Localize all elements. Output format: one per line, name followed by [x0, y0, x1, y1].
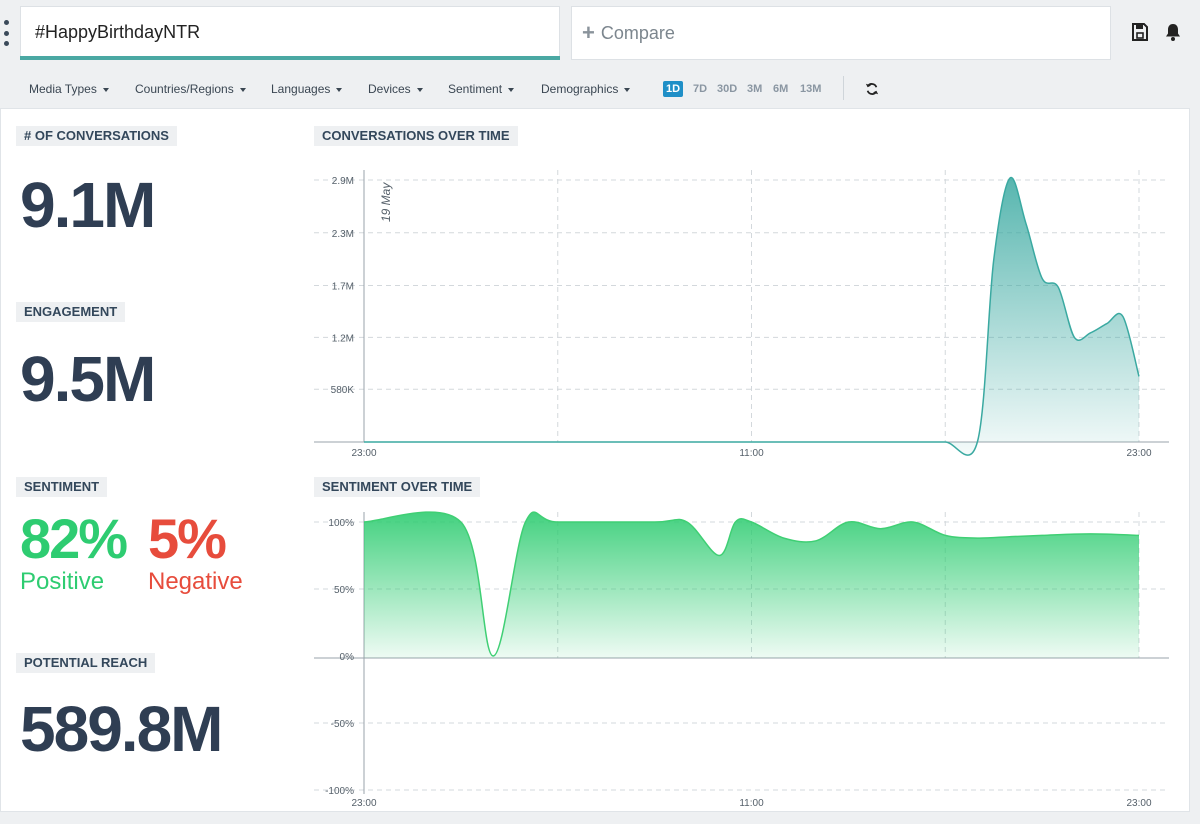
conversations-over-time-chart: 580K 1.2M 1.7M 2.3M 2.9M 23:00 11:00 23:00 19 M…: [314, 170, 1169, 459]
conversations-label: # OF CONVERSATIONS: [16, 126, 177, 146]
sentiment-area: [364, 512, 1139, 658]
compare-button[interactable]: + Compare: [571, 6, 1111, 60]
sentiment-label: SENTIMENT: [16, 477, 108, 497]
more-options-icon[interactable]: [4, 20, 10, 46]
conversations-area: [364, 177, 1139, 456]
bell-icon[interactable]: [1163, 22, 1183, 42]
y-tick-label: 1.2M: [332, 333, 354, 344]
filter-media-types[interactable]: Media Types: [29, 82, 109, 96]
refresh-icon[interactable]: [865, 82, 879, 96]
compare-label: Compare: [600, 22, 675, 43]
filter-countries-regions[interactable]: Countries/Regions: [135, 82, 246, 96]
save-icon[interactable]: [1130, 22, 1150, 42]
caret-down-icon: [508, 87, 515, 92]
caret-down-icon: [624, 87, 631, 92]
y-tick-label: 50%: [334, 585, 354, 596]
conversations-value: 9.1M: [20, 169, 156, 241]
search-input[interactable]: [21, 7, 559, 57]
range-3m[interactable]: 3M: [747, 83, 763, 95]
filter-languages[interactable]: Languages: [271, 82, 343, 96]
caret-down-icon: [239, 87, 246, 92]
sentiment-over-time-chart: 100%50%0%-50%-100%23:00 11:00 23:00: [314, 511, 1169, 809]
search-underline: [20, 56, 560, 60]
engagement-label: ENGAGEMENT: [16, 302, 126, 322]
y-tick-label: 0%: [340, 652, 355, 663]
y-tick-label: 2.9M: [332, 176, 354, 187]
filter-sentiment[interactable]: Sentiment: [448, 82, 515, 96]
positive-sentiment-label: Positive: [20, 568, 105, 595]
engagement-value: 9.5M: [20, 343, 156, 415]
range-7d[interactable]: 7D: [693, 83, 708, 95]
x-tick-label: 11:00: [739, 798, 764, 809]
plus-icon: +: [582, 20, 595, 45]
caret-down-icon: [102, 87, 109, 92]
toolbar-divider: [843, 76, 844, 100]
sentiment-chart-title: SENTIMENT OVER TIME: [314, 477, 481, 497]
range-13m[interactable]: 13M: [800, 83, 822, 95]
x-tick-label: 23:00: [1126, 798, 1151, 809]
y-tick-label: 100%: [328, 518, 354, 529]
filter-demographics[interactable]: Demographics: [541, 82, 631, 96]
x-tick-label: 23:00: [351, 798, 376, 809]
caret-down-icon: [416, 87, 423, 92]
y-tick-label: 2.3M: [332, 229, 354, 240]
range-6m[interactable]: 6M: [773, 83, 789, 95]
sentiment-line: [363, 511, 1140, 657]
negative-sentiment-value: 5%: [148, 507, 227, 570]
reach-value: 589.8M: [20, 693, 223, 765]
filter-bar: Media Types Countries/Regions Languages …: [0, 68, 1200, 108]
conversations-chart-title: CONVERSATIONS OVER TIME: [314, 126, 518, 146]
dashboard-panel: [0, 108, 1190, 812]
y-tick-label: -50%: [331, 719, 354, 730]
filter-devices[interactable]: Devices: [368, 82, 423, 96]
range-1d[interactable]: 1D: [663, 81, 684, 97]
reach-label: POTENTIAL REACH: [16, 653, 156, 673]
y-tick-label: -100%: [325, 786, 354, 797]
x-tick-label: 23:00: [351, 448, 376, 459]
y-tick-label: 580K: [331, 385, 355, 396]
range-30d[interactable]: 30D: [717, 83, 738, 95]
caret-down-icon: [336, 87, 343, 92]
y-tick-label: 1.7M: [332, 282, 354, 293]
date-annotation: 19 May: [379, 182, 393, 222]
negative-sentiment-label: Negative: [148, 568, 243, 595]
positive-sentiment-value: 82%: [20, 507, 128, 570]
x-tick-label: 23:00: [1126, 448, 1151, 459]
conversations-line: [364, 176, 1140, 456]
search-box[interactable]: [20, 6, 560, 60]
x-tick-label: 11:00: [739, 448, 764, 459]
